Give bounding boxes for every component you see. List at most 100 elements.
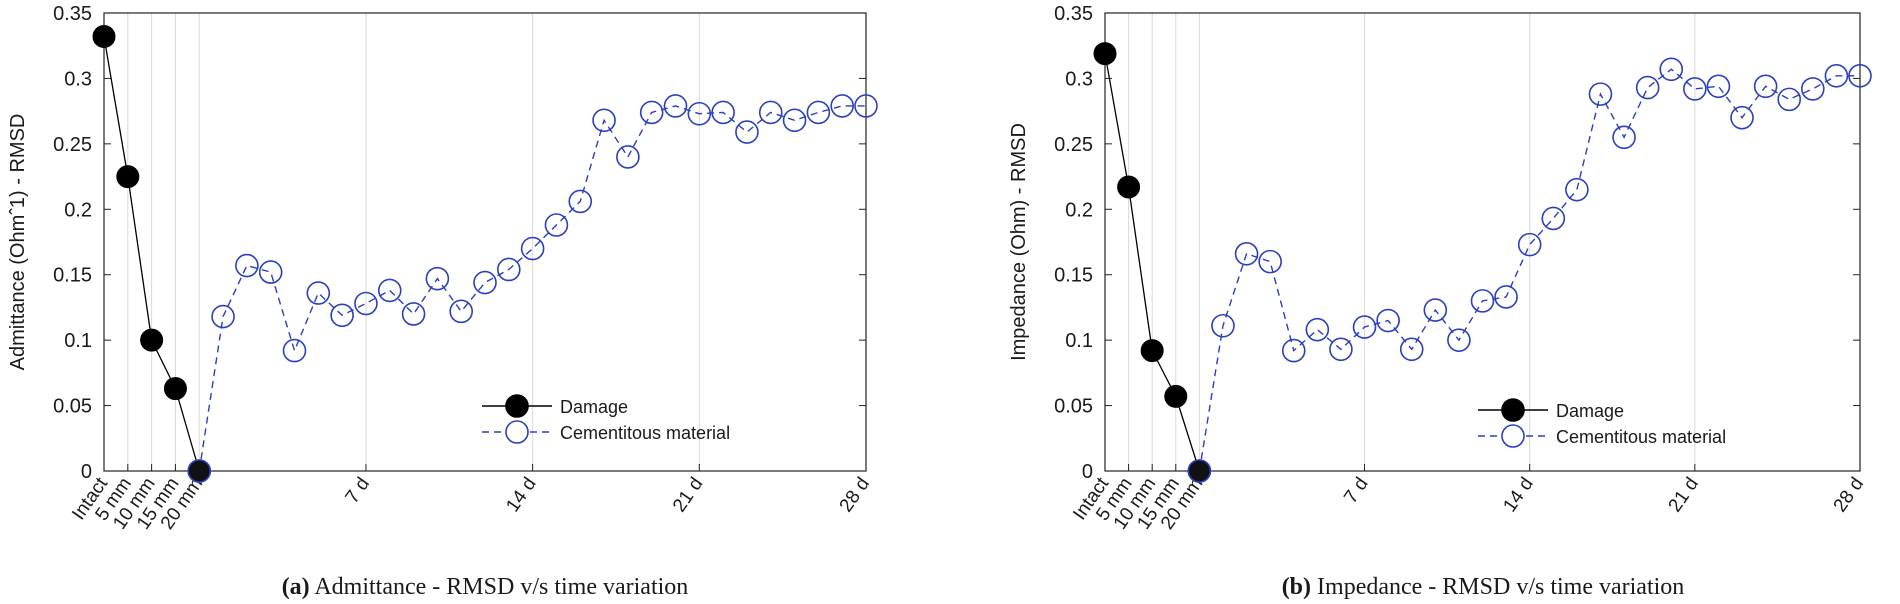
data-point: [639, 100, 664, 125]
legend-marker: [1501, 398, 1525, 422]
caption-text: Admittance - RMSD v/s time variation: [310, 574, 689, 600]
y-tick-label: 0.05: [53, 396, 92, 418]
data-point: [497, 257, 521, 282]
legend-label: Cementitous material: [1556, 427, 1726, 447]
y-tick-label: 0.1: [1065, 330, 1093, 352]
data-point: [616, 145, 640, 169]
data-point: [1494, 285, 1518, 309]
data-point: [211, 304, 235, 329]
data-point: [1305, 317, 1330, 342]
data-point: [1352, 315, 1377, 339]
y-tick-label: 0.35: [1054, 3, 1093, 25]
legend: Damage Cementitous material: [482, 394, 730, 444]
data-point: [140, 328, 164, 352]
y-tick-label: 0: [1082, 461, 1093, 483]
data-point: [830, 94, 854, 118]
legend-label: Damage: [560, 397, 628, 417]
series-line: [198, 105, 866, 472]
data-point: [1140, 339, 1164, 363]
y-tick-label: 0.05: [1054, 396, 1093, 418]
x-tick-label: 14 d: [1499, 474, 1537, 516]
data-point: [401, 302, 426, 326]
data-point: [1399, 337, 1424, 362]
data-point: [235, 253, 259, 278]
data-point-overlap: [187, 459, 212, 483]
data-point: [1447, 328, 1471, 352]
data-point: [1211, 313, 1235, 338]
y-tick-label: 0.2: [64, 199, 92, 221]
data-point: [330, 303, 354, 328]
plot-area: [104, 13, 866, 471]
plot-frame: [1104, 12, 1861, 472]
y-tick-label: 0.3: [64, 68, 92, 90]
y-tick-label: 0.1: [64, 330, 92, 352]
data-point: [687, 101, 712, 126]
data-point: [1093, 42, 1117, 66]
x-tick-label: 28 d: [1830, 474, 1868, 516]
x-tick-label: 7 d: [1340, 474, 1372, 508]
data-point: [1730, 105, 1754, 130]
data-point: [1234, 241, 1259, 266]
data-point: [1329, 337, 1353, 362]
data-point: [258, 260, 283, 284]
data-point: [758, 100, 783, 125]
data-point: [1541, 206, 1566, 231]
x-tick-label: 21 d: [1665, 474, 1703, 516]
data-point: [1753, 74, 1778, 99]
x-tick-label: 7 d: [342, 474, 374, 508]
data-point: [1777, 87, 1802, 112]
y-tick-label: 0.35: [53, 3, 92, 25]
data-point: [544, 213, 569, 237]
data-point: [592, 108, 616, 133]
figure-caption: (a) Admittance - RMSD v/s time variation: [282, 574, 689, 600]
y-tick-label: 0.15: [1054, 265, 1093, 287]
data-point: [1824, 64, 1849, 88]
caption-label: (b): [1282, 574, 1311, 600]
data-point: [735, 120, 759, 144]
legend-label: Cementitous material: [560, 423, 730, 443]
series-cementitious-material: [1187, 57, 1872, 483]
legend-marker: [1501, 424, 1525, 448]
data-point: [1258, 249, 1282, 274]
y-tick-label: 0.15: [53, 265, 92, 287]
data-point: [92, 25, 116, 49]
data-point: [568, 189, 593, 214]
data-point: [1117, 175, 1141, 199]
data-point: [282, 338, 307, 363]
data-point: [1848, 64, 1872, 88]
data-point: [1659, 57, 1684, 82]
data-point: [473, 270, 497, 295]
data-point: [1588, 82, 1613, 106]
data-point: [1281, 338, 1306, 363]
data-point: [663, 94, 688, 118]
data-point: [1683, 77, 1707, 101]
y-tick-label: 0: [81, 461, 92, 483]
data-point: [163, 377, 187, 401]
data-point: [449, 299, 473, 324]
y-tick-label: 0.2: [1065, 199, 1093, 221]
data-point: [1635, 75, 1660, 100]
data-point: [711, 100, 735, 125]
caption-text: Impedance - RMSD v/s time variation: [1311, 574, 1684, 600]
legend: Damage Cementitous material: [1478, 398, 1726, 448]
data-point-overlap: [1187, 459, 1212, 483]
y-tick-label: 0.25: [53, 134, 92, 156]
x-tick-label: 28 d: [836, 474, 874, 516]
data-point: [1517, 232, 1542, 257]
data-point: [1612, 125, 1636, 150]
x-tick-label: 14 d: [502, 474, 540, 516]
y-tick-label: 0.25: [1054, 134, 1093, 156]
data-point: [306, 281, 331, 305]
legend-marker: [505, 420, 529, 444]
y-axis-label: Impedance (Ohm) - RMSD: [1008, 123, 1030, 361]
plot-area: [1105, 13, 1860, 471]
data-point: [425, 266, 450, 291]
y-axis-label: Admittance (Ohmˆ1) - RMSD: [7, 114, 29, 371]
series-cementitious-material: [187, 94, 878, 483]
y-tick-label: 0.3: [1065, 68, 1093, 90]
data-point: [1801, 77, 1825, 101]
figure-caption: (b) Impedance - RMSD v/s time variation: [1282, 574, 1685, 600]
data-point: [782, 108, 807, 133]
